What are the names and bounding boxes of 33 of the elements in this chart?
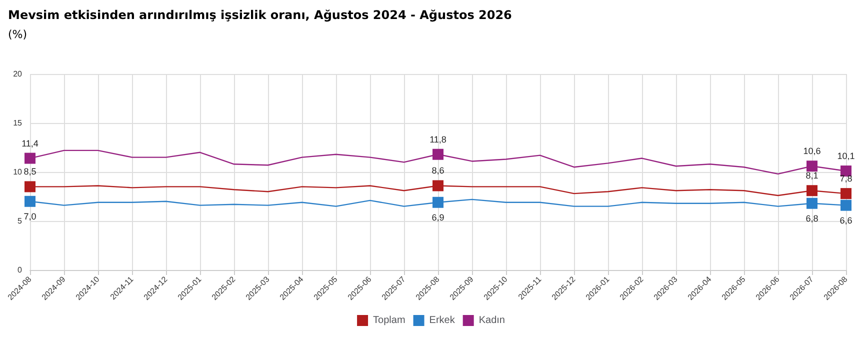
point — [24, 152, 36, 164]
legend-label: Kadın — [478, 315, 505, 326]
data-label: 10,1 — [837, 151, 855, 162]
point — [432, 196, 444, 208]
data-label: 6,8 — [806, 213, 818, 224]
point — [806, 185, 818, 196]
point — [432, 180, 444, 192]
point — [432, 148, 444, 160]
chart-title: Mevsim etkisinden arındırılmış işsizlik oranı, Ağustos 2024 - Ağustos 2026 — [8, 8, 512, 22]
data-label: 10,6 — [803, 146, 821, 156]
y-tick-label: 10 — [13, 168, 23, 176]
data-label: 8,5 — [24, 166, 36, 177]
legend-label: Erkek — [429, 315, 456, 326]
y-tick-label: 0 — [18, 266, 23, 274]
y-tick-label: 15 — [13, 118, 23, 128]
data-label: 11,4 — [22, 138, 38, 148]
chart-subtitle: (%) — [8, 28, 28, 41]
point — [840, 200, 852, 211]
y-tick-label: 20 — [13, 70, 23, 78]
data-label: 6,6 — [840, 215, 852, 226]
data-label: 11,8 — [430, 134, 446, 144]
point — [806, 160, 818, 172]
point — [840, 188, 852, 200]
data-label: 8,1 — [806, 170, 818, 181]
data-label: 8,6 — [432, 166, 444, 176]
data-label: 6,9 — [432, 212, 444, 222]
point — [806, 198, 818, 209]
data-label: 7,0 — [24, 211, 36, 222]
legend-label: Toplam — [373, 315, 406, 326]
point — [24, 196, 36, 207]
y-tick-label: 5 — [18, 216, 23, 226]
point — [24, 181, 36, 192]
data-label: 7,8 — [840, 174, 852, 184]
